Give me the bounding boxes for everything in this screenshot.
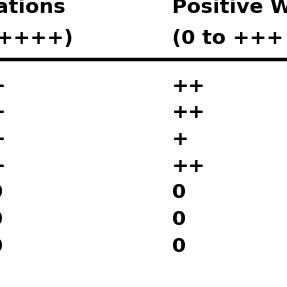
Text: +: +: [0, 130, 5, 149]
Text: +: +: [0, 103, 5, 122]
Text: 0: 0: [172, 183, 186, 202]
Text: +: +: [0, 77, 5, 96]
Text: +: +: [0, 157, 5, 176]
Text: +: +: [172, 130, 189, 149]
Text: 0: 0: [172, 210, 186, 229]
Text: lations: lations: [0, 0, 66, 17]
Text: 0: 0: [0, 183, 3, 202]
Text: ++: ++: [172, 157, 206, 176]
Text: -++++): -++++): [0, 29, 74, 48]
Text: Positive Wa: Positive Wa: [172, 0, 287, 17]
Text: (0 to +++: (0 to +++: [172, 29, 284, 48]
Text: 0: 0: [172, 237, 186, 256]
Text: ++: ++: [172, 77, 206, 96]
Text: 0: 0: [0, 210, 3, 229]
Text: ++: ++: [172, 103, 206, 122]
Text: 0: 0: [0, 237, 3, 256]
